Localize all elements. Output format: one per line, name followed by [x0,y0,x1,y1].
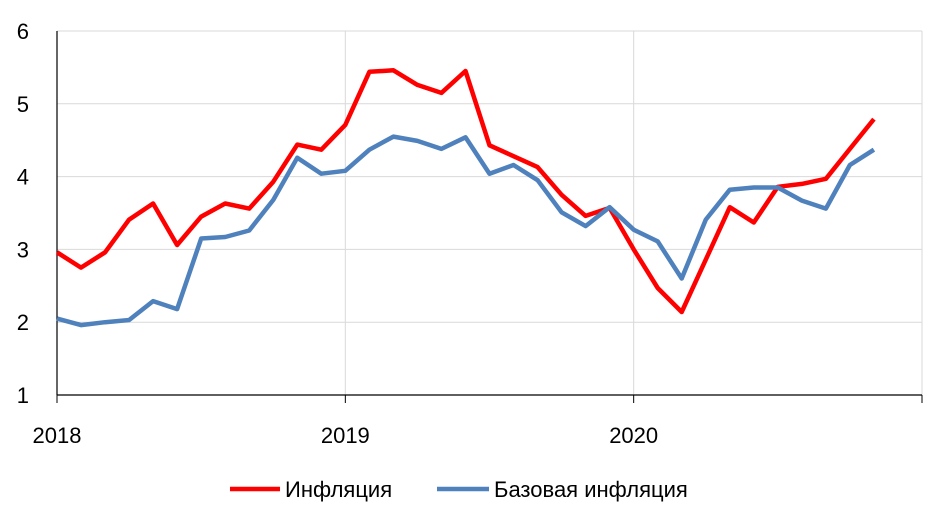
y-tick-label: 4 [17,165,29,190]
series-line-2 [56,134,876,328]
series-lines [55,68,876,328]
y-tick-label: 3 [17,237,29,262]
y-tick-label: 6 [17,19,29,44]
axes: 1 2 3 4 5 6 2018 2019 2020 [17,19,923,448]
x-tick-label: 2019 [321,423,370,448]
x-tick-label: 2018 [33,423,82,448]
series-line-1 [55,68,876,315]
legend-label: Инфляция [285,477,392,502]
legend: Инфляция Базовая инфляция [230,477,688,502]
legend-label: Базовая инфляция [494,477,688,502]
grid-lines [56,30,923,395]
y-tick-label: 2 [17,310,29,335]
x-tick-label: 2020 [609,423,658,448]
y-tick-label: 1 [17,383,29,408]
y-tick-label: 5 [17,92,29,117]
